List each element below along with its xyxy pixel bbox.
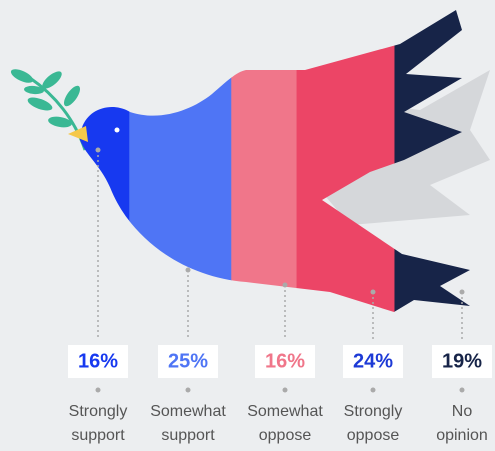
olive-branch <box>9 66 85 150</box>
leader-dot <box>283 283 288 288</box>
value-label: 25% <box>168 350 208 372</box>
value-label: 16% <box>265 350 305 372</box>
leader-dot <box>371 290 376 295</box>
leader-dot <box>186 388 191 393</box>
leader-dot <box>460 290 465 295</box>
leader-dot <box>96 388 101 393</box>
value-label: 19% <box>442 350 482 372</box>
eye <box>115 128 120 133</box>
value-label: 24% <box>353 350 393 372</box>
leader-dot <box>460 388 465 393</box>
leader-dot <box>283 388 288 393</box>
leader-dot <box>96 148 101 153</box>
chart: 16% Stronglysupport 25% Somewhatsupport 16% S… <box>0 0 495 451</box>
leader-dot <box>371 388 376 393</box>
band <box>64 0 130 340</box>
beak <box>68 126 88 142</box>
band <box>231 0 297 340</box>
value-label: 16% <box>78 350 118 372</box>
page: 16% Stronglysupport 25% Somewhatsupport 16% S… <box>0 0 495 451</box>
band <box>129 0 232 340</box>
leader-dot <box>186 268 191 273</box>
